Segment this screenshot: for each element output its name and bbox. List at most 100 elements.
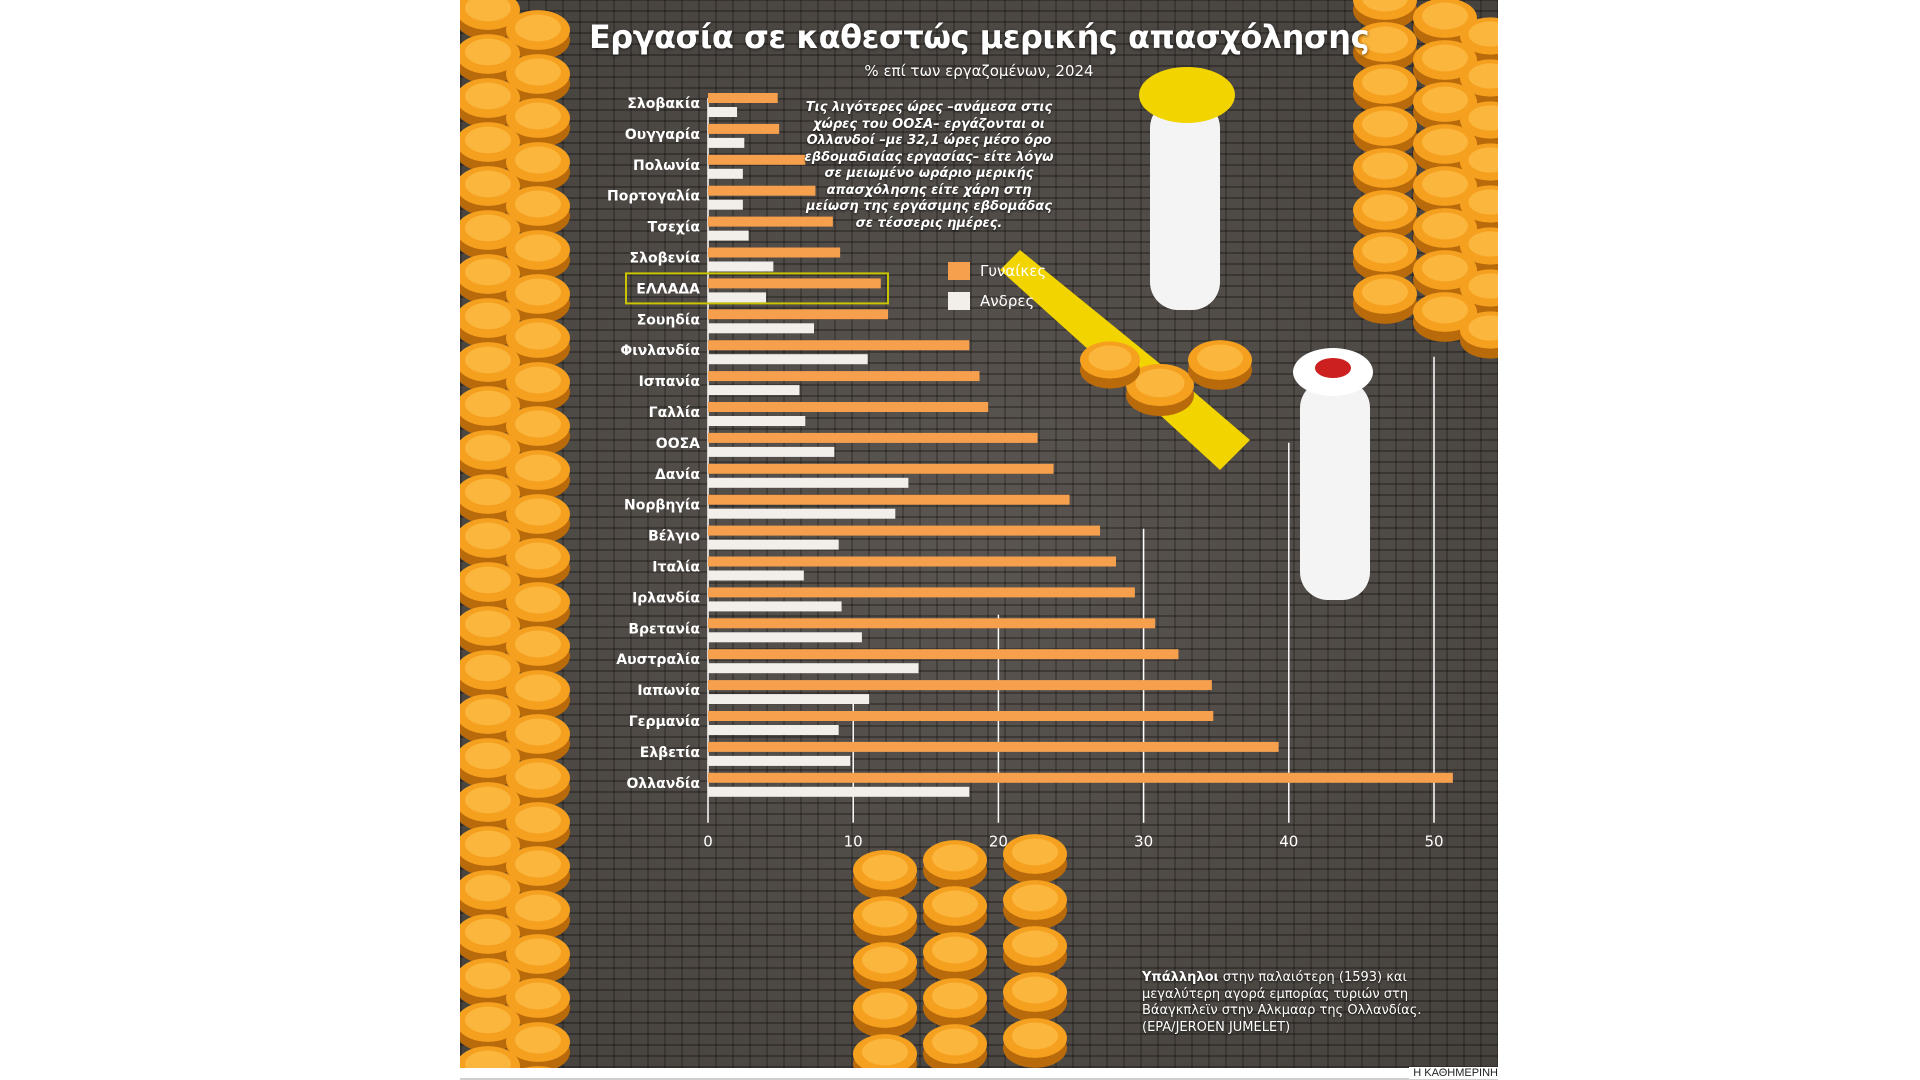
cheese-wheel-top <box>931 1028 979 1056</box>
bar-men-6 <box>708 292 767 303</box>
category-label: Ελβετία <box>640 745 701 761</box>
category-label: Νορβηγία <box>624 498 700 514</box>
bar-women-13 <box>708 494 1070 505</box>
publisher-logo: Η ΚΑΘΗΜΕΡΙΝΗ <box>1409 1067 1498 1079</box>
cheese-wheel-top <box>514 542 562 570</box>
bar-women-1 <box>708 123 780 134</box>
cheese-wheel-top <box>861 992 909 1020</box>
cheese-wheel-top <box>1011 930 1059 958</box>
bar-women-11 <box>708 432 1038 443</box>
cheese-wheel-top <box>1011 1022 1059 1050</box>
cheese-wheel-top <box>464 742 512 770</box>
bar-men-14 <box>708 539 839 550</box>
bar-women-12 <box>708 463 1054 474</box>
bar-men-20 <box>708 725 839 735</box>
legend-swatch-men <box>948 292 970 310</box>
bar-women-6 <box>708 278 881 289</box>
cheese-wheel-top <box>464 258 512 286</box>
category-label: Βρετανία <box>628 621 700 637</box>
bar-men-3 <box>708 199 743 210</box>
cheese-wheel-top <box>514 938 562 966</box>
cheese-wheel-top <box>1421 254 1469 282</box>
cheese-wheel-top <box>514 322 562 350</box>
chart-subtitle: % επί των εργαζομένων, 2024 <box>864 62 1094 80</box>
cheese-wheel-top <box>514 806 562 834</box>
bar-women-18 <box>708 649 1179 660</box>
category-label: Αυστραλία <box>616 652 700 668</box>
cheese-wheel-top <box>1196 344 1244 372</box>
category-label: Σλοβενία <box>630 251 701 267</box>
cheese-wheel-top <box>1088 345 1132 371</box>
bar-women-17 <box>708 618 1156 629</box>
cheese-wheel-top <box>1361 152 1409 180</box>
cheese-wheel-top <box>1011 838 1059 866</box>
legend-label-men: Ανδρες <box>980 292 1035 310</box>
bar-men-9 <box>708 385 800 396</box>
bar-women-9 <box>708 371 980 382</box>
cheese-wheel-top <box>514 278 562 306</box>
hat-band <box>1315 358 1351 378</box>
bar-women-16 <box>708 587 1135 598</box>
bar-women-19 <box>708 680 1212 691</box>
cheese-wheel-top <box>464 38 512 66</box>
category-label: Ισπανία <box>639 374 701 390</box>
cheese-wheel-top <box>861 946 909 974</box>
bar-women-5 <box>708 247 841 258</box>
cheese-wheel-top <box>514 674 562 702</box>
bar-women-22 <box>708 772 1453 783</box>
cheese-wheel-top <box>464 214 512 242</box>
cheese-wheel-top <box>464 126 512 154</box>
cheese-wheel-top <box>514 146 562 174</box>
x-tick-label: 10 <box>844 833 863 851</box>
bar-men-17 <box>708 632 862 643</box>
cheese-wheel-top <box>514 498 562 526</box>
cheese-wheel-top <box>1361 26 1409 54</box>
cheese-wheel-top <box>1421 86 1469 114</box>
cheese-wheel-top <box>1421 170 1469 198</box>
cheese-wheel-top <box>861 854 909 882</box>
cheese-wheel-top <box>1362 0 1408 12</box>
cheese-wheel-top <box>1468 21 1498 47</box>
caption-credit: (EPA/JEROEN JUMELET) <box>1142 1019 1291 1035</box>
bar-men-15 <box>708 570 804 581</box>
cheese-wheel-top <box>1421 128 1469 156</box>
cheese-wheel-top <box>514 14 562 42</box>
bar-men-8 <box>708 354 868 365</box>
cheese-wheel-top <box>464 346 512 374</box>
cheese-wheel-top <box>1468 273 1498 299</box>
cheese-wheel-top <box>514 410 562 438</box>
bar-women-0 <box>708 93 778 103</box>
category-label: Τσεχία <box>648 220 701 236</box>
cheese-wheel-top <box>514 102 562 130</box>
cheese-wheel-top <box>464 566 512 594</box>
cheese-wheel-top <box>514 58 562 86</box>
cheese-wheel-top <box>1468 189 1498 215</box>
cheese-wheel-top <box>1361 110 1409 138</box>
bar-women-7 <box>708 309 889 320</box>
cheese-wheel-top <box>1361 194 1409 222</box>
bar-women-8 <box>708 340 970 351</box>
cheese-wheel-top <box>464 610 512 638</box>
category-label: Ιαπωνία <box>637 683 700 699</box>
cheese-wheel-top <box>464 918 512 946</box>
cheese-wheel-top <box>514 366 562 394</box>
category-label: Ουγγαρία <box>625 127 701 143</box>
caption-bold: Υπάλληλοι <box>1142 970 1219 985</box>
cheese-wheel-top <box>464 830 512 858</box>
footer-rule <box>460 1078 1498 1080</box>
category-label: Σλοβακία <box>627 96 700 112</box>
cheese-wheel-top <box>514 234 562 262</box>
bar-men-0 <box>708 107 738 117</box>
cheese-wheel-top <box>931 936 979 964</box>
cheese-wheel-top <box>464 874 512 902</box>
highlight-box <box>625 272 889 305</box>
cheese-wheel-top <box>514 630 562 658</box>
cheese-market-photo <box>460 0 1498 1068</box>
bar-men-4 <box>708 230 749 241</box>
bar-women-4 <box>708 216 833 227</box>
cheese-wheel-top <box>1135 368 1185 398</box>
cheese-wheel-top <box>931 890 979 918</box>
category-label: Ολλανδία <box>627 776 701 792</box>
bar-men-22 <box>708 786 970 797</box>
cheese-wheel-top <box>464 302 512 330</box>
